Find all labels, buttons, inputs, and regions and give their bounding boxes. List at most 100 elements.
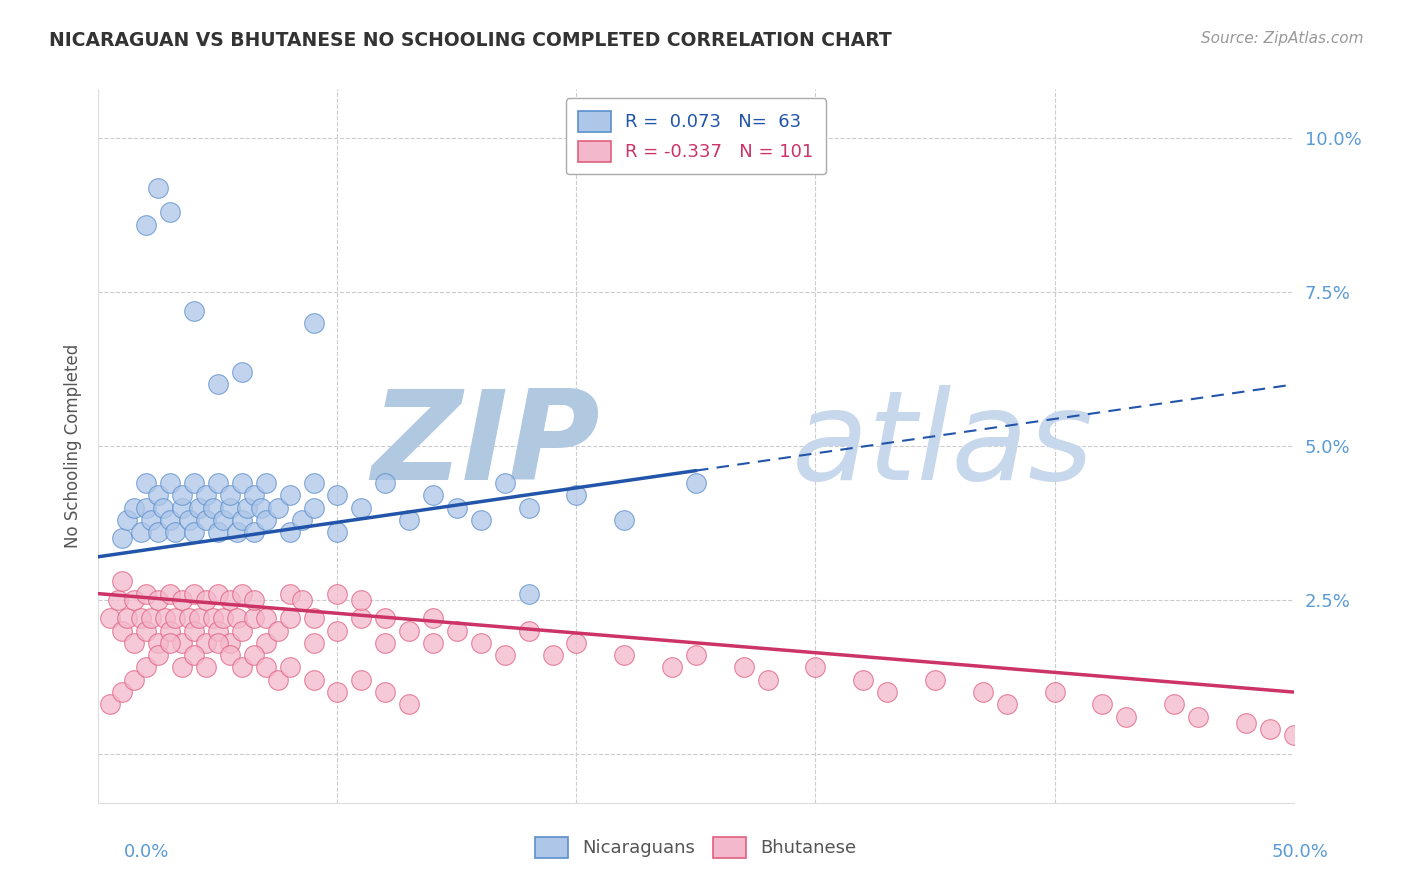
Point [350, 500, 373, 515]
Text: 0.0%: 0.0% [124, 843, 169, 861]
Point [243, 611, 266, 625]
Point [219, 636, 242, 650]
Point [124, 636, 146, 650]
Point [494, 648, 516, 662]
Point [470, 513, 492, 527]
Point [446, 624, 468, 638]
Point [326, 587, 349, 601]
Point [250, 500, 273, 515]
Point [172, 500, 194, 515]
Point [291, 513, 314, 527]
Point [278, 488, 301, 502]
Point [135, 475, 157, 490]
Point [124, 592, 146, 607]
Point [291, 592, 314, 607]
Point [243, 592, 266, 607]
Point [1282, 728, 1305, 742]
Point [278, 611, 301, 625]
Point [231, 624, 253, 638]
Point [924, 673, 946, 687]
Point [1163, 698, 1185, 712]
Point [111, 531, 134, 545]
Point [756, 673, 779, 687]
Point [267, 624, 290, 638]
Point [326, 624, 349, 638]
Point [1115, 709, 1137, 723]
Point [179, 611, 201, 625]
Point [541, 648, 564, 662]
Point [494, 475, 516, 490]
Point [302, 500, 325, 515]
Point [183, 624, 205, 638]
Point [111, 685, 134, 699]
Point [139, 611, 162, 625]
Point [152, 500, 174, 515]
Point [155, 611, 177, 625]
Point [1043, 685, 1066, 699]
Point [183, 475, 205, 490]
Point [183, 303, 205, 318]
Point [115, 513, 138, 527]
Point [207, 525, 229, 540]
Point [302, 611, 325, 625]
Point [326, 525, 349, 540]
Point [350, 592, 373, 607]
Point [470, 636, 492, 650]
Point [135, 660, 157, 674]
Point [972, 685, 994, 699]
Point [159, 587, 181, 601]
Point [350, 673, 373, 687]
Point [159, 624, 181, 638]
Point [267, 673, 290, 687]
Point [350, 611, 373, 625]
Point [235, 500, 257, 515]
Point [131, 525, 153, 540]
Point [685, 648, 707, 662]
Point [278, 660, 301, 674]
Y-axis label: No Schooling Completed: No Schooling Completed [63, 344, 82, 548]
Point [207, 636, 229, 650]
Point [398, 624, 420, 638]
Point [183, 587, 205, 601]
Point [131, 611, 153, 625]
Point [302, 475, 325, 490]
Point [135, 218, 157, 232]
Point [302, 316, 325, 330]
Point [422, 488, 444, 502]
Text: Source: ZipAtlas.com: Source: ZipAtlas.com [1201, 31, 1364, 46]
Point [111, 574, 134, 589]
Point [111, 624, 134, 638]
Point [159, 205, 181, 219]
Point [1187, 709, 1209, 723]
Point [398, 513, 420, 527]
Point [565, 636, 588, 650]
Point [226, 525, 249, 540]
Point [1234, 715, 1257, 730]
Point [278, 587, 301, 601]
Text: 50.0%: 50.0% [1272, 843, 1329, 861]
Point [207, 475, 229, 490]
Point [243, 525, 266, 540]
Point [195, 488, 218, 502]
Point [326, 685, 349, 699]
Point [124, 500, 146, 515]
Point [195, 592, 218, 607]
Point [172, 592, 194, 607]
Point [135, 624, 157, 638]
Point [135, 587, 157, 601]
Point [995, 698, 1018, 712]
Point [374, 475, 396, 490]
Point [219, 500, 242, 515]
Point [374, 636, 396, 650]
Point [211, 611, 233, 625]
Point [135, 500, 157, 515]
Point [148, 592, 170, 607]
Point [98, 611, 122, 625]
Point [231, 513, 253, 527]
Point [172, 488, 194, 502]
Point [254, 475, 277, 490]
Point [207, 587, 229, 601]
Point [148, 488, 170, 502]
Point [804, 660, 827, 674]
Point [231, 475, 253, 490]
